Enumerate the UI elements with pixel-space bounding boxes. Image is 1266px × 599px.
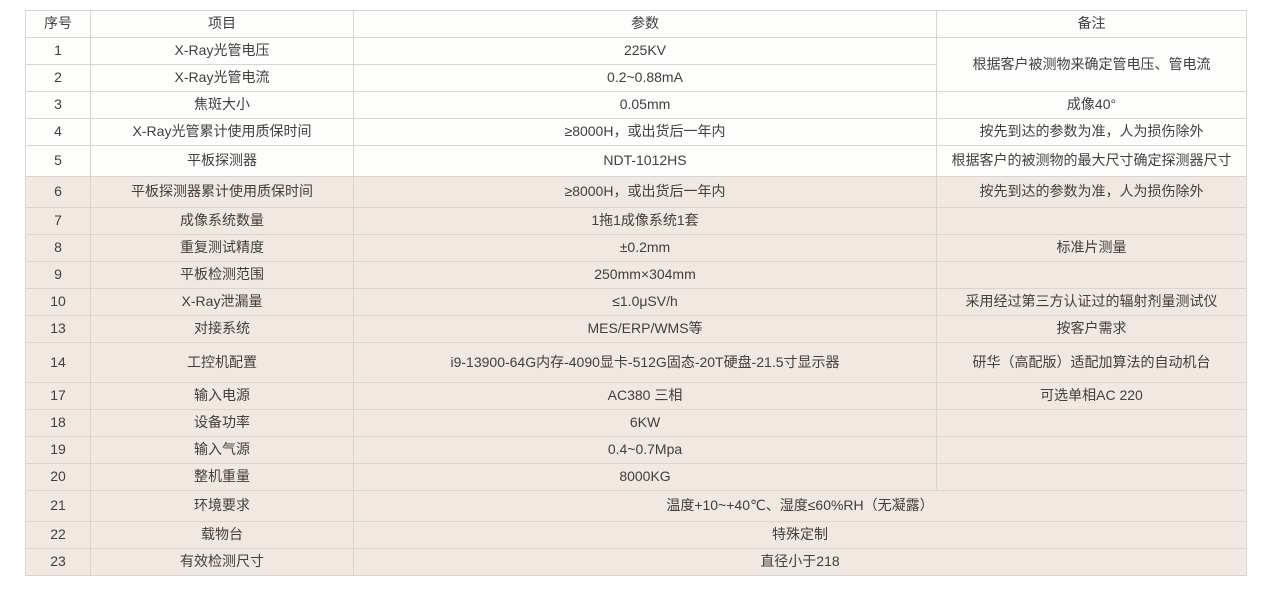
cell-param: 225KV xyxy=(353,37,937,65)
cell-param: ≥8000H，或出货后一年内 xyxy=(353,118,937,146)
cell-seq: 21 xyxy=(25,490,91,522)
cell-param: ≥8000H，或出货后一年内 xyxy=(353,176,937,208)
cell-item: 工控机配置 xyxy=(90,342,354,383)
cell-seq: 10 xyxy=(25,288,91,316)
table-row: 14 工控机配置 i9-13900-64G内存-4090显卡-512G固态-20… xyxy=(25,342,1247,383)
cell-seq: 6 xyxy=(25,176,91,208)
cell-seq: 8 xyxy=(25,234,91,262)
cell-param-merged: 特殊定制 xyxy=(353,521,1247,549)
cell-item: X-Ray光管累计使用质保时间 xyxy=(90,118,354,146)
table-row: 5 平板探测器 NDT-1012HS 根据客户的被测物的最大尺寸确定探测器尺寸 xyxy=(25,145,1247,177)
cell-note: 标准片测量 xyxy=(936,234,1247,262)
cell-seq: 13 xyxy=(25,315,91,343)
cell-note: 可选单相AC 220 xyxy=(936,382,1247,410)
cell-note: 采用经过第三方认证过的辐射剂量测试仪 xyxy=(936,288,1247,316)
cell-note: 按先到达的参数为准，人为损伤除外 xyxy=(936,118,1247,146)
cell-note xyxy=(936,207,1247,235)
cell-seq: 20 xyxy=(25,463,91,491)
cell-note: 根据客户的被测物的最大尺寸确定探测器尺寸 xyxy=(936,145,1247,177)
table-row: 20 整机重量 8000KG xyxy=(25,463,1247,491)
cell-param: 250mm×304mm xyxy=(353,261,937,289)
cell-param: 0.4~0.7Mpa xyxy=(353,436,937,464)
cell-param: 6KW xyxy=(353,409,937,437)
cell-param: 0.05mm xyxy=(353,91,937,119)
cell-seq: 7 xyxy=(25,207,91,235)
cell-item: 对接系统 xyxy=(90,315,354,343)
cell-param-merged: 温度+10~+40℃、湿度≤60%RH（无凝露） xyxy=(353,490,1247,522)
header-param: 参数 xyxy=(353,10,937,38)
header-note: 备注 xyxy=(936,10,1247,38)
cell-item: X-Ray光管电压 xyxy=(90,37,354,65)
cell-note xyxy=(936,261,1247,289)
cell-param: AC380 三相 xyxy=(353,382,937,410)
table-row: 3 焦斑大小 0.05mm 成像40° xyxy=(25,91,1247,119)
spec-table: 序号 项目 参数 备注 1 X-Ray光管电压 225KV 根据客户被测物来确定… xyxy=(25,10,1247,576)
cell-seq: 9 xyxy=(25,261,91,289)
cell-param-merged: 直径小于218 xyxy=(353,548,1247,576)
cell-item: 输入气源 xyxy=(90,436,354,464)
table-row: 10 X-Ray泄漏量 ≤1.0μSV/h 采用经过第三方认证过的辐射剂量测试仪 xyxy=(25,288,1247,316)
cell-param: ≤1.0μSV/h xyxy=(353,288,937,316)
cell-item: 平板检测范围 xyxy=(90,261,354,289)
cell-item: X-Ray泄漏量 xyxy=(90,288,354,316)
cell-item: 成像系统数量 xyxy=(90,207,354,235)
cell-seq: 2 xyxy=(25,64,91,92)
cell-item: 平板探测器累计使用质保时间 xyxy=(90,176,354,208)
table-row: 23 有效检测尺寸 直径小于218 xyxy=(25,548,1247,576)
cell-param: 0.2~0.88mA xyxy=(353,64,937,92)
cell-seq: 17 xyxy=(25,382,91,410)
cell-item: 输入电源 xyxy=(90,382,354,410)
cell-seq: 3 xyxy=(25,91,91,119)
table-row: 17 输入电源 AC380 三相 可选单相AC 220 xyxy=(25,382,1247,410)
cell-note xyxy=(936,409,1247,437)
table-row: 21 环境要求 温度+10~+40℃、湿度≤60%RH（无凝露） xyxy=(25,490,1247,522)
cell-seq: 18 xyxy=(25,409,91,437)
cell-note: 研华（高配版）适配加算法的自动机台 xyxy=(936,342,1247,383)
cell-param: i9-13900-64G内存-4090显卡-512G固态-20T硬盘-21.5寸… xyxy=(353,342,937,383)
cell-item: 设备功率 xyxy=(90,409,354,437)
cell-note: 按先到达的参数为准，人为损伤除外 xyxy=(936,176,1247,208)
table-header-row: 序号 项目 参数 备注 xyxy=(25,10,1247,38)
table-row: 19 输入气源 0.4~0.7Mpa xyxy=(25,436,1247,464)
table-row: 7 成像系统数量 1拖1成像系统1套 xyxy=(25,207,1247,235)
cell-param: NDT-1012HS xyxy=(353,145,937,177)
table-row: 6 平板探测器累计使用质保时间 ≥8000H，或出货后一年内 按先到达的参数为准… xyxy=(25,176,1247,208)
cell-param: MES/ERP/WMS等 xyxy=(353,315,937,343)
cell-note: 成像40° xyxy=(936,91,1247,119)
cell-item: 整机重量 xyxy=(90,463,354,491)
cell-seq: 4 xyxy=(25,118,91,146)
table-row: 13 对接系统 MES/ERP/WMS等 按客户需求 xyxy=(25,315,1247,343)
cell-item: X-Ray光管电流 xyxy=(90,64,354,92)
table-row: 1 X-Ray光管电压 225KV 根据客户被测物来确定管电压、管电流 xyxy=(25,37,1247,92)
cell-note: 按客户需求 xyxy=(936,315,1247,343)
cell-param: 1拖1成像系统1套 xyxy=(353,207,937,235)
cell-note xyxy=(936,463,1247,491)
cell-seq: 1 xyxy=(25,37,91,65)
table-row: 22 载物台 特殊定制 xyxy=(25,521,1247,549)
cell-note xyxy=(936,436,1247,464)
cell-seq: 22 xyxy=(25,521,91,549)
cell-item: 载物台 xyxy=(90,521,354,549)
cell-item: 焦斑大小 xyxy=(90,91,354,119)
cell-item: 平板探测器 xyxy=(90,145,354,177)
table-row: 9 平板检测范围 250mm×304mm xyxy=(25,261,1247,289)
header-no: 序号 xyxy=(25,10,91,38)
cell-item: 环境要求 xyxy=(90,490,354,522)
cell-param: 8000KG xyxy=(353,463,937,491)
table-row: 18 设备功率 6KW xyxy=(25,409,1247,437)
cell-seq: 23 xyxy=(25,548,91,576)
header-item: 项目 xyxy=(90,10,354,38)
cell-item: 重复测试精度 xyxy=(90,234,354,262)
table-row: 8 重复测试精度 ±0.2mm 标准片测量 xyxy=(25,234,1247,262)
cell-seq: 19 xyxy=(25,436,91,464)
cell-item: 有效检测尺寸 xyxy=(90,548,354,576)
table-row: 2 X-Ray光管电流 0.2~0.88mA xyxy=(25,64,1247,92)
cell-seq: 5 xyxy=(25,145,91,177)
cell-param: ±0.2mm xyxy=(353,234,937,262)
cell-note: 根据客户被测物来确定管电压、管电流 xyxy=(936,37,1247,92)
cell-seq: 14 xyxy=(25,342,91,383)
table-row: 4 X-Ray光管累计使用质保时间 ≥8000H，或出货后一年内 按先到达的参数… xyxy=(25,118,1247,146)
